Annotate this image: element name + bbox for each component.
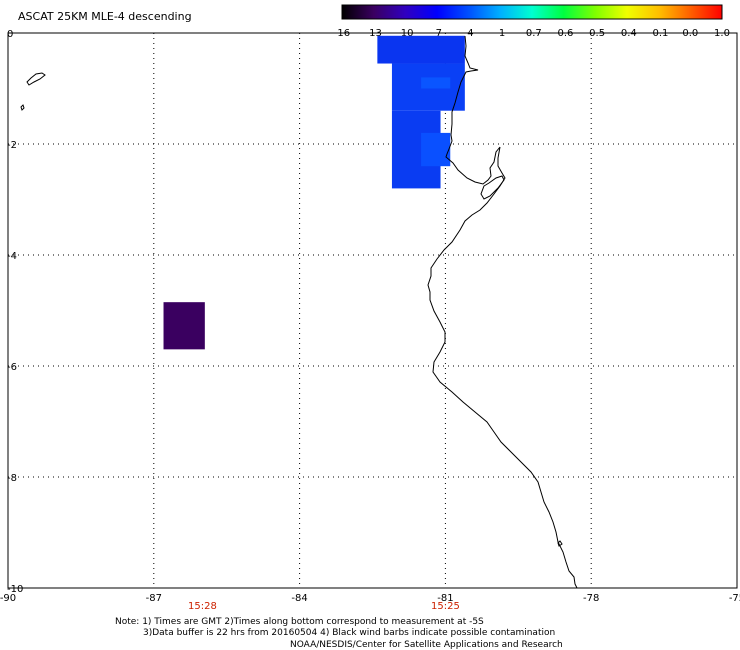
scatterometer-data-cells <box>163 35 465 350</box>
pass-time-label: 15:25 <box>431 601 460 612</box>
longitude-label: -78 <box>583 593 599 604</box>
latitude-tick-labels: 0 -2 -4 -6 -8 -10 <box>7 29 23 595</box>
figure-title: ASCAT 25KM MLE-4 descending <box>18 10 192 23</box>
galapagos-islet <box>20 104 25 111</box>
coastal-islet <box>557 540 563 547</box>
data-cell <box>377 35 465 64</box>
longitude-label: -84 <box>291 593 307 604</box>
gulf-island <box>480 175 505 200</box>
lat-lon-grid <box>8 33 737 588</box>
data-cell <box>421 132 451 167</box>
color-scale-bar <box>341 4 723 20</box>
note-line-1: Note: 1) Times are GMT 2)Times along bot… <box>115 617 484 627</box>
latitude-label: -4 <box>7 251 17 262</box>
longitude-label: -87 <box>146 593 162 604</box>
longitude-label: -81 <box>437 593 453 604</box>
latitude-label: -6 <box>7 362 17 373</box>
longitude-label: -75 <box>729 593 740 604</box>
data-cell <box>421 77 451 89</box>
latitude-label: -10 <box>7 584 23 595</box>
latitude-label: -8 <box>7 473 17 484</box>
map-frame <box>7 32 738 589</box>
latitude-label: 0 <box>7 29 13 40</box>
coastline <box>20 35 578 589</box>
south-america-coastline <box>427 35 578 589</box>
mle-color-scale <box>341 4 723 20</box>
pass-time-label: 15:28 <box>188 601 217 612</box>
longitude-tick-labels: -90 -87 -84 -81 -78 -75 <box>0 593 740 604</box>
longitude-label: -90 <box>0 593 16 604</box>
latitude-label: -2 <box>7 140 17 151</box>
data-cell <box>163 302 205 350</box>
note-line-2: 3)Data buffer is 22 hrs from 20160504 4)… <box>143 628 555 638</box>
galapagos-island <box>26 72 46 86</box>
note-line-3: NOAA/NESDIS/Center for Satellite Applica… <box>290 640 563 650</box>
pass-time-labels: 15:28 15:25 <box>188 601 460 612</box>
